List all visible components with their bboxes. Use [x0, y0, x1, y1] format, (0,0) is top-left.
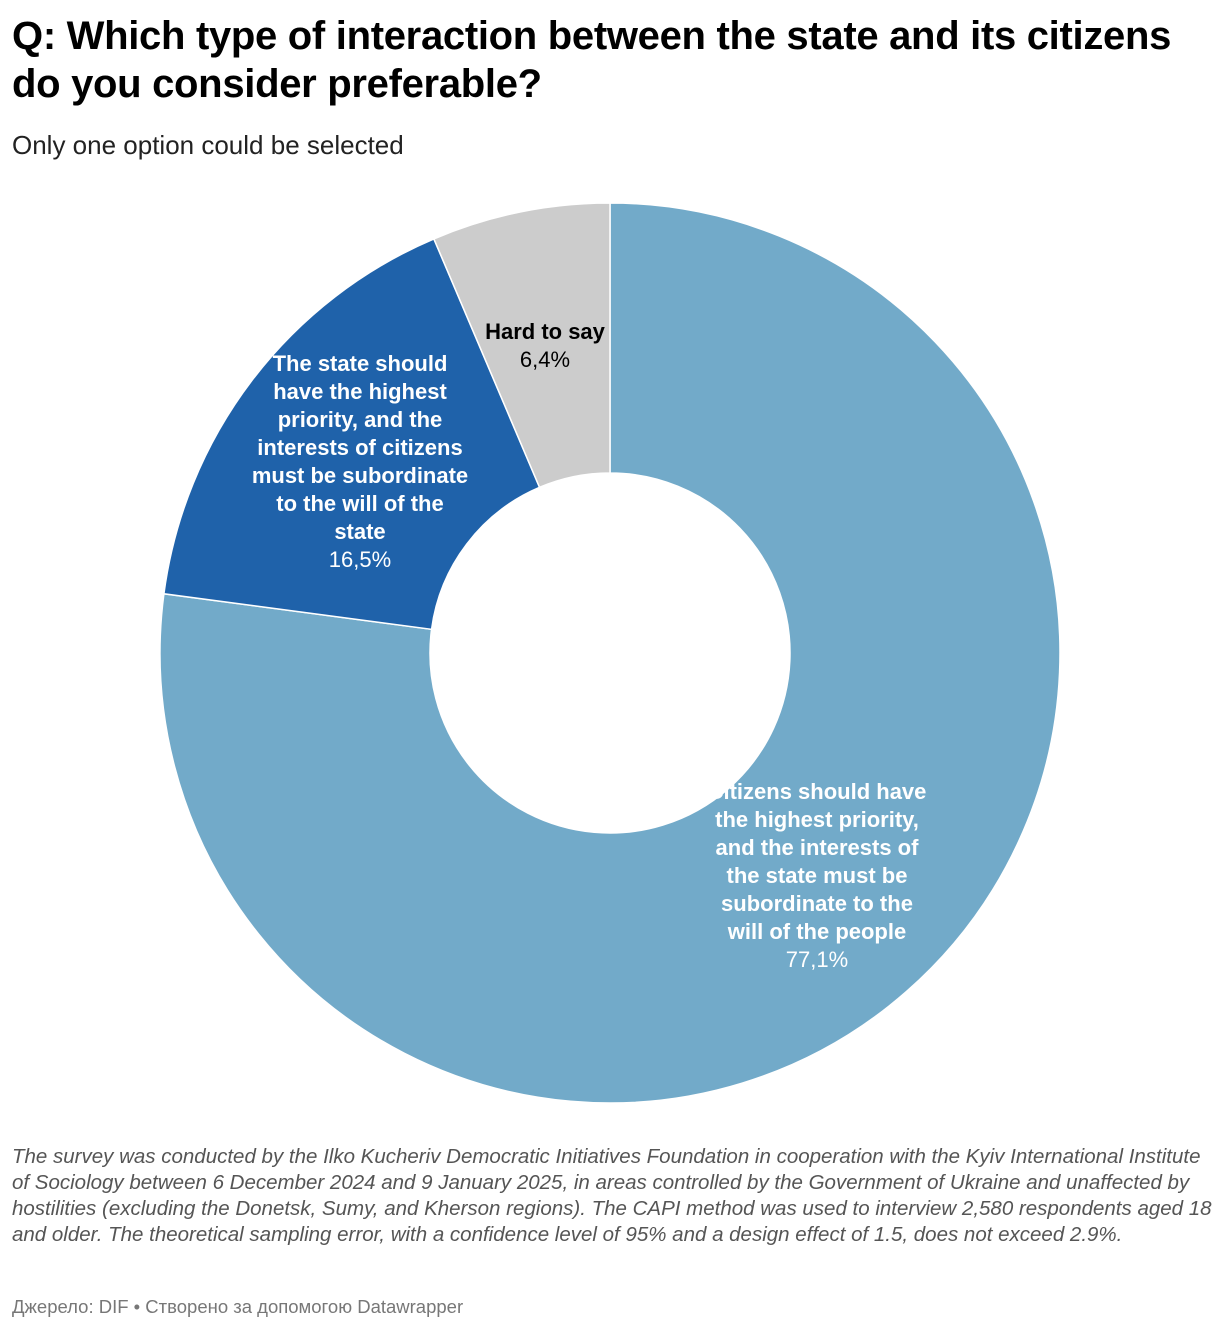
methodology-notes: The survey was conducted by the Ilko Kuc…: [12, 1145, 1212, 1246]
slice-label-state: The state should have the highest priori…: [248, 350, 472, 574]
slice-citizens: [159, 202, 1061, 1104]
slice-label-citizens: Citizens should have the highest priorit…: [706, 778, 928, 974]
slice-name-state: The state should have the highest priori…: [251, 351, 469, 544]
slice-value-hard-to-say: 6,4%: [519, 347, 571, 372]
donut-chart: Citizens should have the highest priorit…: [0, 190, 1220, 1120]
slice-value-state: 16,5%: [328, 547, 392, 572]
source-credit: Джерело: DIF • Створено за допомогою Dat…: [12, 1296, 464, 1317]
chart-subtitle: Only one option could be selected: [12, 130, 404, 160]
slice-label-hard-to-say: Hard to say 6,4%: [470, 318, 620, 374]
donut-svg: [159, 202, 1061, 1104]
slice-name-citizens: Citizens should have the highest priorit…: [707, 779, 927, 944]
slice-name-hard-to-say: Hard to say: [485, 319, 605, 344]
chart-title: Q: Which type of interaction between the…: [12, 14, 1172, 106]
slice-state: [163, 237, 541, 631]
slice-hard-to-say: [432, 202, 611, 489]
slice-value-citizens: 77,1%: [785, 947, 849, 972]
